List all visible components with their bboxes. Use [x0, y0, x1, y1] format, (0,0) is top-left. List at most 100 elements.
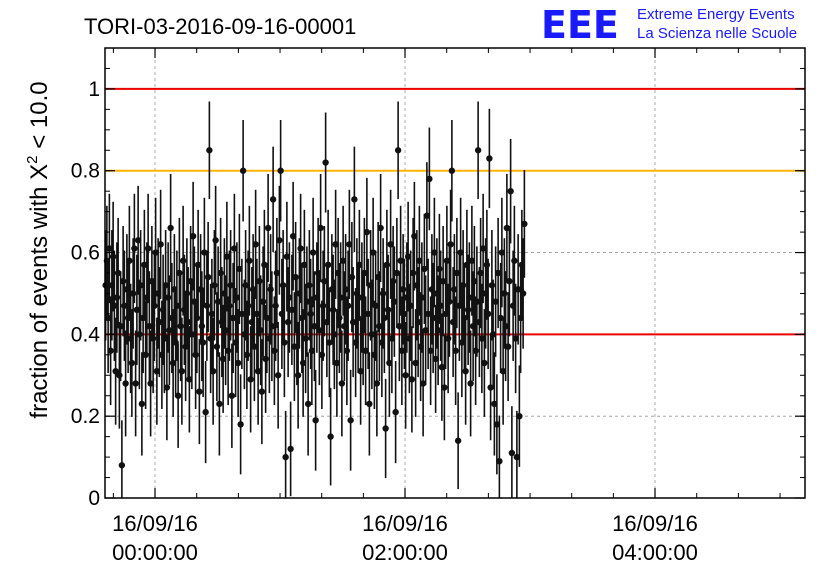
data-point [299, 359, 307, 367]
data-point [162, 282, 169, 289]
data-point [114, 269, 122, 277]
data-point [316, 327, 323, 334]
data-point [167, 224, 174, 232]
data-point [349, 318, 357, 326]
data-point [301, 261, 308, 269]
data-point [128, 359, 136, 367]
data-point [246, 257, 253, 264]
data-point [452, 347, 459, 354]
data-point [146, 322, 153, 330]
data-point [458, 339, 466, 346]
data-point [459, 282, 467, 289]
data-point [257, 327, 264, 334]
data-point [309, 249, 317, 256]
y-axis-label-post: < 10.0 [26, 81, 53, 155]
data-point [226, 302, 233, 309]
data-point [343, 347, 351, 354]
logo-mark: EEE [541, 3, 619, 47]
data-point [404, 253, 412, 260]
data-point [269, 196, 277, 203]
data-point [306, 282, 313, 289]
data-point [346, 241, 353, 248]
data-point [193, 314, 201, 322]
data-point [149, 335, 157, 342]
data-point [106, 245, 113, 252]
data-point [216, 400, 223, 408]
data-point [339, 257, 347, 264]
data-point [391, 298, 398, 305]
data-point [436, 265, 443, 273]
data-point [344, 302, 352, 309]
data-point [283, 253, 291, 260]
data-point [223, 253, 231, 260]
data-point [237, 421, 244, 428]
data-point [508, 449, 516, 457]
data-point [264, 224, 272, 232]
data-point [211, 282, 218, 289]
data-point [273, 269, 281, 277]
data-point [184, 318, 192, 326]
data-point [213, 343, 221, 350]
data-point [138, 400, 146, 408]
data-point [236, 265, 243, 273]
data-point [268, 322, 276, 330]
x-tick-label-time: 04:00:00 [612, 540, 698, 565]
data-point [254, 367, 262, 375]
data-point [492, 298, 499, 305]
data-point [502, 322, 509, 330]
data-point [188, 331, 196, 338]
data-point [409, 269, 417, 277]
data-point [201, 249, 208, 256]
data-point [422, 327, 429, 334]
data-point [141, 261, 148, 269]
data-point [507, 187, 514, 195]
data-point [477, 269, 484, 277]
data-point [126, 257, 133, 264]
data-point [243, 351, 251, 359]
data-point [244, 302, 252, 309]
data-point [446, 298, 453, 305]
data-point [351, 196, 358, 203]
data-point [238, 310, 246, 318]
data-point [438, 363, 446, 371]
data-point [494, 269, 502, 277]
data-point [369, 249, 377, 256]
data-point [336, 314, 343, 322]
data-point [338, 380, 346, 387]
data-point [393, 269, 401, 277]
data-point [388, 335, 396, 342]
data-point [512, 335, 519, 342]
data-point [467, 380, 474, 387]
data-point [484, 310, 492, 318]
data-point [129, 290, 137, 297]
data-point [472, 347, 479, 354]
data-point [176, 269, 183, 277]
data-point [491, 400, 498, 408]
data-point [229, 314, 237, 322]
data-point [109, 253, 117, 260]
data-point [121, 302, 128, 309]
data-point [281, 339, 288, 346]
data-point [372, 302, 379, 309]
data-point [234, 359, 242, 367]
data-point [317, 224, 324, 232]
data-point [217, 269, 224, 277]
data-point [379, 290, 387, 297]
data-point [209, 367, 217, 375]
y-tick-label: 0.2 [71, 405, 100, 428]
data-point [361, 269, 368, 277]
data-point [327, 433, 334, 440]
data-point [394, 147, 402, 154]
data-point [119, 277, 127, 285]
data-point [479, 245, 487, 252]
data-point [401, 310, 408, 318]
data-points [102, 101, 528, 498]
data-point [402, 372, 409, 379]
data-point [348, 273, 356, 281]
data-point [323, 318, 331, 326]
eee-logo: EEE Extreme Energy Events La Scienza nel… [541, 3, 797, 47]
data-point [204, 273, 212, 281]
data-point [212, 237, 219, 244]
data-point [486, 155, 493, 162]
data-point [132, 380, 139, 387]
